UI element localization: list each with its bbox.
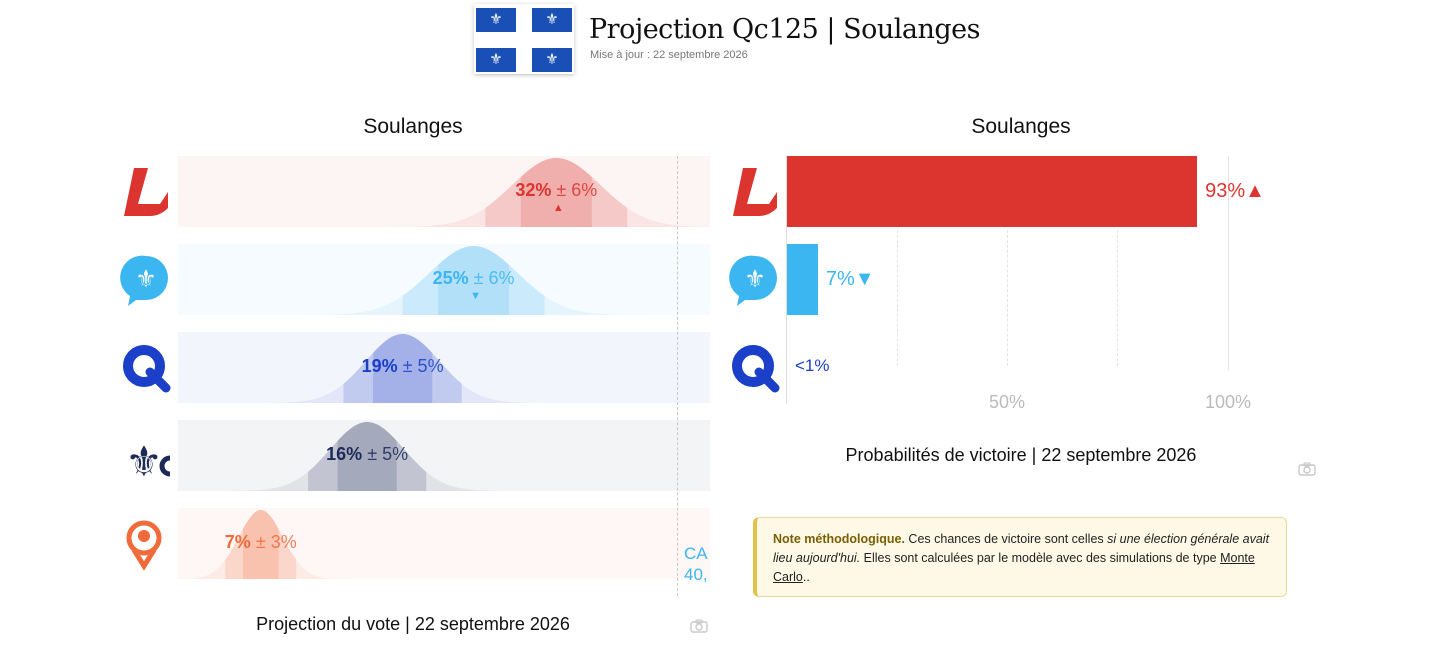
axis-tick-label: 100% (1204, 392, 1252, 412)
note-title: Note méthodologique. (773, 532, 905, 546)
quebec-flag-icon: ⚜ ⚜ ⚜ ⚜ (474, 4, 574, 74)
vote-panel-caption: Projection du vote | 22 septembre 2026 (256, 614, 570, 634)
svg-text:⚜: ⚜ (744, 266, 766, 293)
win-panel-title: Soulanges (971, 115, 1071, 138)
vote-row: 16% ± 5% (178, 420, 710, 491)
win-probability-bar (787, 244, 818, 315)
pq-logo-icon: ⚜ (729, 252, 781, 308)
vote-label: 32% ± 6% (515, 180, 598, 200)
vote-label: 7% ± 3% (224, 532, 297, 552)
plq-logo-icon: ⚜ (120, 164, 172, 220)
moe-core-band (373, 334, 433, 403)
fleur-de-lis-icon: ⚜ (532, 48, 572, 72)
gridline (897, 230, 898, 366)
moe-core-band (438, 246, 510, 315)
gridline (1117, 230, 1118, 366)
qs-logo-icon (120, 516, 172, 572)
pcq-logo-icon: ⚜ (120, 428, 172, 484)
svg-text:⚜: ⚜ (140, 191, 153, 207)
trend-up-icon: ▲ (552, 202, 564, 214)
svg-text:⚜: ⚜ (125, 438, 163, 484)
note-italic: si une élection générale avait lieu aujo… (773, 532, 1270, 565)
win-chart-axis (786, 156, 787, 404)
fleur-de-lis-icon: ⚜ (476, 8, 516, 32)
note-text: .. (802, 570, 810, 584)
distribution-curve (178, 158, 710, 227)
moe-core-band (337, 422, 397, 491)
note-text: Ces chances de victoire sont celles (904, 532, 1108, 546)
vote-label: 19% ± 5% (361, 356, 444, 376)
camera-icon[interactable] (690, 619, 708, 633)
vote-label: 16% ± 5% (326, 444, 409, 464)
trend-up-icon: ▲ (1245, 180, 1265, 202)
vote-row: 25% ± 6% ▼ (178, 244, 710, 315)
distribution-curve (178, 422, 710, 491)
win-probability-label: 93%▲ (1205, 180, 1265, 202)
camera-icon[interactable] (1298, 462, 1316, 476)
update-date: Mise à jour : 22 septembre 2026 (590, 49, 748, 61)
distribution-curve (178, 334, 710, 403)
cutoff-label: CA 40, (684, 544, 708, 584)
win-probability-bar (787, 156, 1198, 227)
note-text: Elles sont calculées par le modèle avec … (860, 551, 1221, 565)
plq-logo-icon: ⚜ (729, 164, 781, 220)
svg-text:⚜: ⚜ (749, 191, 762, 207)
win-probability-label: 7%▼ (825, 268, 875, 290)
svg-text:⚜: ⚜ (135, 266, 157, 293)
distribution-curve (178, 246, 710, 315)
distribution-curve (178, 510, 710, 579)
methodology-note: Note méthodologique. Ces chances de vict… (753, 517, 1287, 597)
monte-carlo-link[interactable]: Monte Carlo (773, 551, 1255, 584)
page-header: ⚜ ⚜ ⚜ ⚜ Projection Qc125 | Soulanges Mis… (474, 4, 1034, 78)
trend-down-icon: ▼ (470, 290, 481, 302)
fleur-de-lis-icon: ⚜ (532, 8, 572, 32)
pq-logo-icon: ⚜ (120, 252, 172, 308)
threshold-line (677, 156, 678, 596)
axis-tick-label: 50% (988, 392, 1026, 412)
vote-label: 25% ± 6% (432, 268, 515, 288)
gridline (1228, 156, 1229, 370)
trend-down-icon: ▼ (854, 268, 875, 290)
caq-logo-icon (729, 340, 781, 396)
vote-row: 7% ± 3% (178, 508, 710, 579)
vote-row: 19% ± 5% (178, 332, 710, 403)
gridline (1007, 230, 1008, 366)
page-title: Projection Qc125 | Soulanges (589, 14, 980, 45)
win-probability-label: <1% (795, 356, 830, 375)
vote-row: 32% ± 6% ▲ (178, 156, 710, 227)
fleur-de-lis-icon: ⚜ (476, 48, 516, 72)
win-panel-caption: Probabilités de victoire | 22 septembre … (845, 445, 1197, 465)
moe-core-band (520, 158, 592, 227)
moe-core-band (243, 510, 279, 579)
vote-panel-title: Soulanges (363, 115, 463, 138)
caq-logo-icon (120, 340, 172, 396)
